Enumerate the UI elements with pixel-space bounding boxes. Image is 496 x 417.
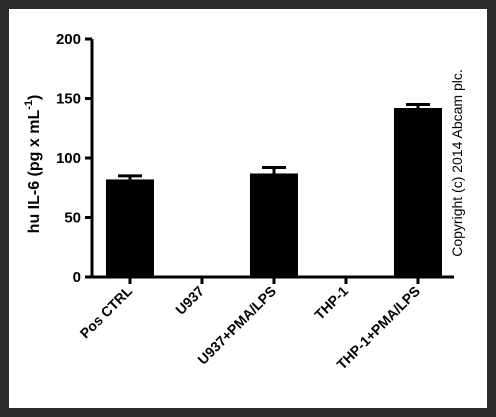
- bar: [106, 179, 154, 277]
- x-tick-label: Pos CTRL: [77, 282, 136, 341]
- x-tick-label: U937+PMA/LPS: [194, 283, 279, 368]
- y-axis-title: hu IL-6 (pg x mL-1): [23, 95, 43, 234]
- bar: [250, 173, 298, 277]
- copyright-notice: Copyright (c) 2014 Abcam plc.: [449, 69, 465, 257]
- y-tick-label: 200: [56, 31, 81, 48]
- y-tick-label: 0: [73, 269, 81, 286]
- y-tick-label: 50: [64, 210, 81, 227]
- x-tick-label: U937: [172, 283, 207, 318]
- y-axis-title-suffix: ): [26, 95, 43, 100]
- bar: [394, 108, 442, 278]
- y-axis: 0 50 100 150 200: [56, 31, 94, 286]
- y-axis-title-main: hu IL-6 (pg x mL: [26, 110, 43, 234]
- chart-frame: 0 50 100 150 200 Pos CTRL U937 U937+PMA/LPS THP…: [9, 9, 487, 408]
- x-tick-label: THP-1: [311, 283, 351, 323]
- y-tick-label: 150: [56, 91, 81, 108]
- y-tick-label: 100: [56, 150, 81, 167]
- bars: [106, 102, 442, 278]
- y-axis-title-superscript: -1: [23, 100, 35, 110]
